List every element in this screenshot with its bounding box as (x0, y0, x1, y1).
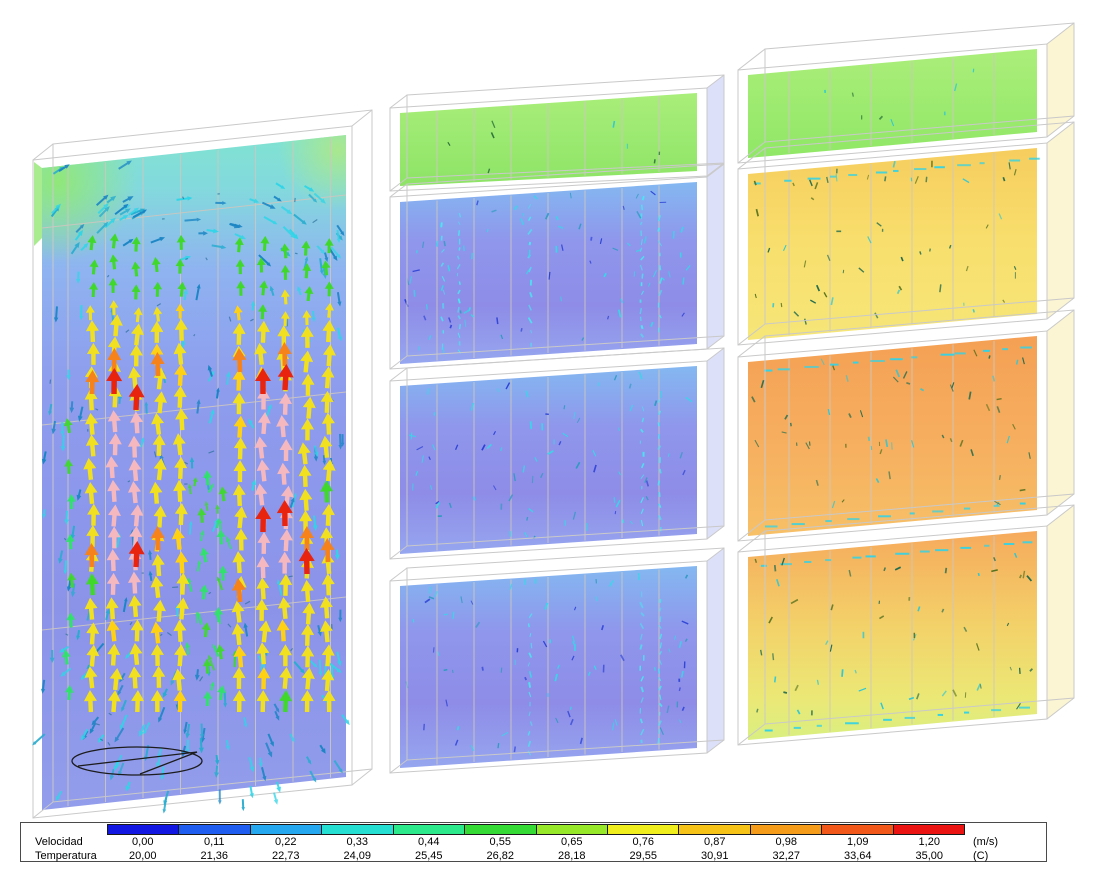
legend-temperature-value: 24,09 (343, 850, 372, 862)
legend-velocity-label: Velocidad (35, 836, 83, 848)
legend-velocity-value: 0,22 (275, 836, 297, 848)
legend-temperature-values: 20,00 21,36 22,73 24,09 25,45 26,82 28,18 29,55… (107, 850, 965, 863)
legend-velocity-value: 0,55 (489, 836, 511, 848)
legend-velocity-values: 0,00 0,11 0,22 0,33 0,44 0,55 0,65 0,76 0,87 0,98… (107, 836, 965, 849)
colorbar-segment (322, 825, 394, 834)
legend-temperature-value: 22,73 (271, 850, 300, 862)
legend-velocity-value: 0,87 (704, 836, 726, 848)
legend-velocity-value: 0,98 (775, 836, 797, 848)
colorbar-segment (393, 825, 466, 834)
legend-temperature-value: 20,00 (128, 850, 157, 862)
legend-temperature-value: 26,82 (486, 850, 515, 862)
legend-velocity-value: 0,00 (132, 836, 154, 848)
legend-temperature-value: 29,55 (629, 850, 658, 862)
facade-section-warm (737, 121, 1075, 346)
colorbar-segment (607, 825, 680, 834)
facade-section-blue (389, 163, 725, 370)
legend-velocity-value: 0,65 (561, 836, 583, 848)
legend-velocity-value: 1,09 (847, 836, 869, 848)
legend-velocity-value: 0,44 (418, 836, 440, 848)
legend-velocity-value: 0,11 (203, 836, 225, 848)
legend-temperature-label: Temperatura (35, 850, 97, 862)
legend-temperature-value: 21,36 (200, 850, 229, 862)
legend-temperature-value: 35,00 (915, 850, 944, 862)
colorbar-segment (250, 825, 323, 834)
colorbar-segment (108, 825, 180, 834)
facade-section-warm (737, 504, 1075, 746)
panel-middle-facade (389, 74, 725, 774)
legend-velocity-value: 1,20 (918, 836, 940, 848)
legend-temperature-row: Temperatura 20,00 21,36 22,73 24,09 25,45 26,… (0, 850, 1105, 863)
legend-temperature-value: 33,64 (843, 850, 872, 862)
legend-velocity-unit: (m/s) (973, 836, 999, 848)
legend-velocity-value: 0,76 (632, 836, 654, 848)
legend-temperature-value: 28,18 (557, 850, 586, 862)
legend-temperature-value: 32,27 (772, 850, 801, 862)
legend-temperature-value: 25,45 (414, 850, 443, 862)
legend-temperature-unit: (C) (973, 850, 989, 862)
facade-section-blue (389, 547, 725, 774)
colorbar-segment (465, 825, 537, 834)
colorbar-segment (750, 825, 823, 834)
facade-section-warm (737, 309, 1075, 542)
legend-temperature-value: 30,91 (700, 850, 729, 862)
colorbar-segment (536, 825, 608, 834)
facade-section-blue (389, 347, 725, 560)
legend-velocity-row: Velocidad 0,00 0,11 0,22 0,33 0,44 0,55 0,65 0,… (0, 836, 1105, 849)
facade-section-green (737, 22, 1075, 164)
facade-section-green (389, 74, 725, 192)
legend-colorbar (107, 824, 965, 835)
colorbar-segment (822, 825, 894, 834)
panel-left-vector-field (32, 109, 373, 819)
colorbar-segment (893, 825, 965, 834)
colorbar-segment (179, 825, 251, 834)
colorbar-segment (679, 825, 751, 834)
panel-right-facade (737, 22, 1075, 746)
legend-velocity-value: 0,33 (346, 836, 368, 848)
